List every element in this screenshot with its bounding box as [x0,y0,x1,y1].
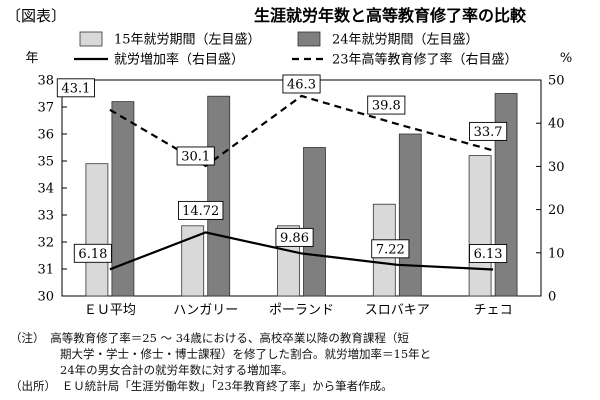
data-label-work-increase: 7.22 [376,242,405,257]
category-label: スロバキア [365,303,430,318]
right-axis-unit: % [560,51,572,66]
source-note: （出所） ＥＵ統計局「生涯労働年数」「23年教育終了率」から筆者作成。 [10,379,393,393]
category-label: チェコ [474,303,513,318]
data-label-box [282,74,321,94]
bar-series-24yr [303,147,326,297]
bar-series-24yr [111,101,135,297]
left-axis-tick-label: 37 [37,101,54,116]
legend-label: 就労増加率（右目盛） [114,52,244,68]
left-axis-unit: 年 [25,51,38,66]
bar-series-24yr [207,95,231,297]
data-label-education-rate: 33.7 [474,125,503,140]
legend-label: 15年就労期間（左目盛） [114,33,261,48]
line-education-rate [109,94,494,168]
data-label-box [275,227,314,247]
note-line-3: 24年の男女合計の就労年数に対する増加率。 [60,363,294,377]
bar-series-15yr [468,155,492,297]
right-axis-tick-label: 30 [548,160,565,175]
legend-label: 24年就労期間（左目盛） [332,33,479,48]
data-label-work-increase: 9.86 [280,231,309,246]
note-line-2: 期大学・学士・修士・博士課程）を修了した割合。就労増加率＝15年と [60,347,432,361]
data-label-box [73,243,112,263]
bar-series-15yr [181,225,205,297]
left-axis-tick-label: 30 [37,290,54,305]
left-axis-tick-label: 38 [37,74,54,89]
data-label-education-rate: 46.3 [287,77,316,92]
right-axis-tick-label: 10 [548,246,565,261]
data-label-work-increase: 14.72 [182,204,219,219]
data-label-box [177,200,224,220]
data-label-box [469,121,508,141]
data-labels: 6.18 14.72 9.86 7.22 6.13 43.1 30.1 46.3 39.8 33.… [56,74,508,263]
data-label-box [176,146,215,166]
right-axis-tick-label: 40 [548,117,565,132]
right-axis-tick-label: 0 [548,290,556,305]
bar-series-24yr [398,133,422,297]
left-axis-tick-label: 33 [37,209,54,224]
data-label-box [367,95,406,115]
data-label-education-rate: 30.1 [181,149,210,164]
bar-series-15yr [85,163,109,297]
left-axis-tick-label: 34 [37,182,54,197]
data-label-box [56,78,95,98]
legend-swatch [79,31,103,47]
data-label-education-rate: 39.8 [372,99,401,114]
line-work-increase [109,231,494,271]
data-label-work-increase: 6.13 [474,247,503,262]
bars [85,93,518,297]
data-label-education-rate: 43.1 [61,81,90,96]
left-axis-tick-label: 32 [37,236,54,251]
legend-swatch [297,31,321,47]
data-label-box [469,244,508,263]
axes: 30 31 32 33 34 35 36 37 38 年 0 10 20 30 40 50% ＥＵ平均 ハンガリー… [25,51,572,318]
legend: 15年就労期間（左目盛） 24年就労期間（左目盛） 就労増加率（右目盛） 23年高等教… [74,31,518,68]
left-axis-tick-label: 36 [37,128,54,143]
legend-label: 23年高等教育修了率（右目盛） [332,52,518,68]
right-axis-tick-label: 50 [548,74,565,89]
category-label: ハンガリー [173,303,238,318]
series-lines [109,94,494,271]
left-axis-tick-label: 31 [37,263,54,278]
right-axis-tick-label: 20 [548,203,565,218]
category-label: ポーランド [269,303,334,318]
data-label-work-increase: 6.18 [78,247,107,262]
left-axis-tick-label: 35 [37,155,54,170]
note-line-1: （注） 高等教育修了率＝25 ～ 34歳における、高校卒業以降の教育課程（短 [10,331,409,345]
data-label-box [371,239,410,259]
chart-title: 生涯就労年数と高等教育修了率の比較 [254,6,527,25]
figure-tag: 〔図表〕 [6,7,66,25]
category-label: ＥＵ平均 [84,303,136,318]
